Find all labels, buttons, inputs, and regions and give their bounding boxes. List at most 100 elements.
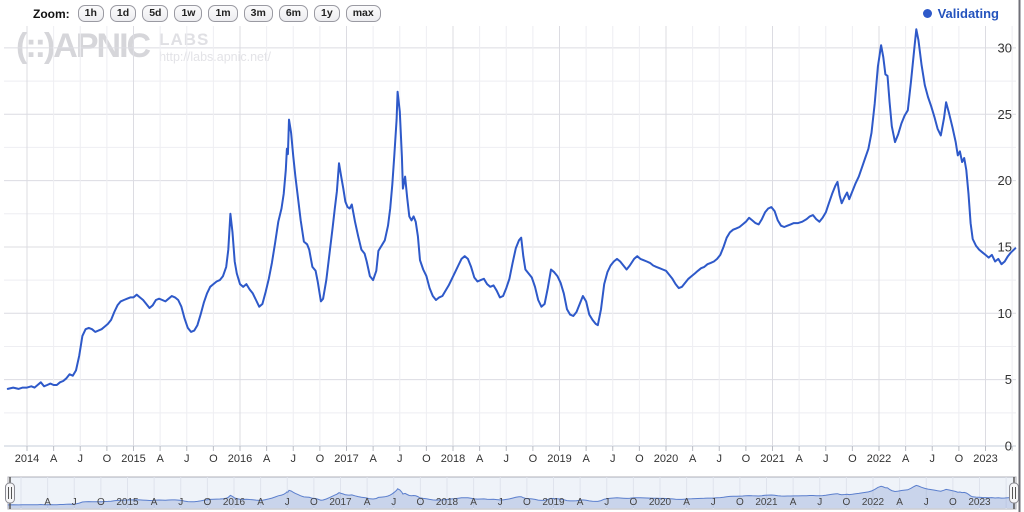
navigator-axis-label: O bbox=[203, 497, 211, 508]
y-axis-label: 15 bbox=[998, 239, 1012, 254]
zoom-button-1h[interactable]: 1h bbox=[77, 5, 104, 22]
x-axis-label: 2018 bbox=[441, 453, 465, 465]
navigator-axis-label: O bbox=[97, 497, 105, 508]
navigator-axis-label: A bbox=[44, 497, 51, 508]
x-axis-label: A bbox=[582, 453, 590, 465]
watermark-labs: LABS bbox=[159, 30, 210, 49]
x-axis-label: 2022 bbox=[867, 453, 891, 465]
x-axis-label: O bbox=[742, 453, 751, 465]
x-axis-label: J bbox=[504, 453, 510, 465]
x-axis-label: J bbox=[397, 453, 403, 465]
navigator-axis-label: J bbox=[391, 497, 396, 508]
navigator-handle-right[interactable] bbox=[1009, 482, 1019, 504]
x-axis-label: J bbox=[823, 453, 829, 465]
zoom-button-6m[interactable]: 6m bbox=[278, 5, 309, 22]
y-axis-label: 0 bbox=[1005, 439, 1012, 454]
navigator-axis-label: 2017 bbox=[329, 497, 352, 508]
y-axis-label: 5 bbox=[1005, 372, 1012, 387]
x-axis-label: O bbox=[635, 453, 644, 465]
x-axis-label: J bbox=[717, 453, 723, 465]
navigator-axis-label: 2022 bbox=[862, 497, 885, 508]
navigator-axis-label: O bbox=[310, 497, 318, 508]
x-axis-label: 2016 bbox=[228, 453, 252, 465]
x-axis-label: 2019 bbox=[547, 453, 571, 465]
navigator-axis-label: A bbox=[896, 497, 903, 508]
x-axis-label: J bbox=[184, 453, 190, 465]
navigator-axis-label: 2015 bbox=[116, 497, 139, 508]
zoom-button-1w[interactable]: 1w bbox=[174, 5, 203, 22]
navigator-axis-label: J bbox=[924, 497, 929, 508]
x-axis-label: O bbox=[529, 453, 538, 465]
x-axis-label: O bbox=[103, 453, 112, 465]
x-axis-label: 2021 bbox=[760, 453, 784, 465]
navigator-selected-range[interactable] bbox=[10, 477, 1014, 509]
navigator-axis-label: J bbox=[72, 497, 77, 508]
x-axis-label: J bbox=[78, 453, 84, 465]
navigator-axis-label: O bbox=[416, 497, 424, 508]
y-axis-label: 20 bbox=[998, 173, 1012, 188]
zoom-button-1y[interactable]: 1y bbox=[314, 5, 340, 22]
navigator-axis-label: A bbox=[790, 497, 797, 508]
navigator-axis-label: O bbox=[842, 497, 850, 508]
navigator-axis-label: J bbox=[711, 497, 716, 508]
navigator-axis-label: O bbox=[629, 497, 637, 508]
series-line-validating[interactable] bbox=[6, 28, 1017, 390]
x-axis-label: 2014 bbox=[15, 453, 39, 465]
apnic-logo: (::)APNIC bbox=[16, 27, 151, 65]
zoom-button-max[interactable]: max bbox=[345, 5, 381, 22]
zoom-button-1d[interactable]: 1d bbox=[109, 5, 137, 22]
navigator-track[interactable] bbox=[7, 476, 1017, 510]
navigator-axis-label: A bbox=[470, 497, 477, 508]
legend-label: Validating bbox=[937, 6, 999, 21]
zoom-button-5d[interactable]: 5d bbox=[142, 5, 169, 22]
navigator-axis-label: 2023 bbox=[968, 497, 991, 508]
navigator-axis-label: 2016 bbox=[223, 497, 246, 508]
navigator-axis-label: J bbox=[604, 497, 609, 508]
x-axis-label: O bbox=[316, 453, 325, 465]
navigator-axis-label: J bbox=[498, 497, 503, 508]
x-axis-label: A bbox=[263, 453, 271, 465]
navigator-axis-label: 2018 bbox=[436, 497, 459, 508]
navigator-axis-label: A bbox=[151, 497, 158, 508]
zoom-button-1m[interactable]: 1m bbox=[208, 5, 238, 22]
x-axis-label: 2015 bbox=[121, 453, 145, 465]
x-axis-label: A bbox=[476, 453, 484, 465]
navigator-axis-label: A bbox=[257, 497, 264, 508]
legend-item-validating[interactable]: Validating bbox=[922, 6, 999, 21]
x-axis-label: O bbox=[209, 453, 218, 465]
y-axis-label: 30 bbox=[998, 40, 1012, 55]
x-axis-label: O bbox=[422, 453, 431, 465]
navigator-axis-label: J bbox=[178, 497, 183, 508]
navigator-line bbox=[7, 484, 1016, 506]
x-axis-label: J bbox=[291, 453, 297, 465]
navigator-axis-label: 2019 bbox=[542, 497, 565, 508]
x-axis-label: A bbox=[902, 453, 910, 465]
x-axis-label: O bbox=[848, 453, 857, 465]
y-axis-label: 10 bbox=[998, 306, 1012, 321]
x-axis-label: A bbox=[156, 453, 164, 465]
x-axis-label: J bbox=[610, 453, 616, 465]
navigator-handle-left[interactable] bbox=[5, 482, 15, 504]
zoom-label: Zoom: bbox=[33, 6, 70, 21]
x-axis-label: 2020 bbox=[654, 453, 678, 465]
navigator-axis-label: 2020 bbox=[649, 497, 672, 508]
navigator-axis-label: A bbox=[577, 497, 584, 508]
zoom-button-3m[interactable]: 3m bbox=[243, 5, 273, 22]
navigator-axis-label: J bbox=[817, 497, 822, 508]
x-axis-label: 2017 bbox=[334, 453, 358, 465]
x-axis-label: A bbox=[795, 453, 803, 465]
navigator-axis-label: A bbox=[683, 497, 690, 508]
x-axis-label: J bbox=[930, 453, 936, 465]
series-marker-icon bbox=[922, 9, 932, 18]
x-axis-label: 2023 bbox=[973, 453, 997, 465]
zoom-toolbar: Zoom: 1h 1d 5d 1w 1m 3m 6m 1y max bbox=[33, 5, 381, 22]
navigator-axis-label: O bbox=[523, 497, 531, 508]
navigator-axis-label: O bbox=[949, 497, 957, 508]
x-axis-label: O bbox=[955, 453, 964, 465]
navigator-axis-label: O bbox=[736, 497, 744, 508]
navigator-axis-label: A bbox=[364, 497, 371, 508]
x-axis-label: A bbox=[50, 453, 58, 465]
navigator-axis-label: 2021 bbox=[755, 497, 778, 508]
